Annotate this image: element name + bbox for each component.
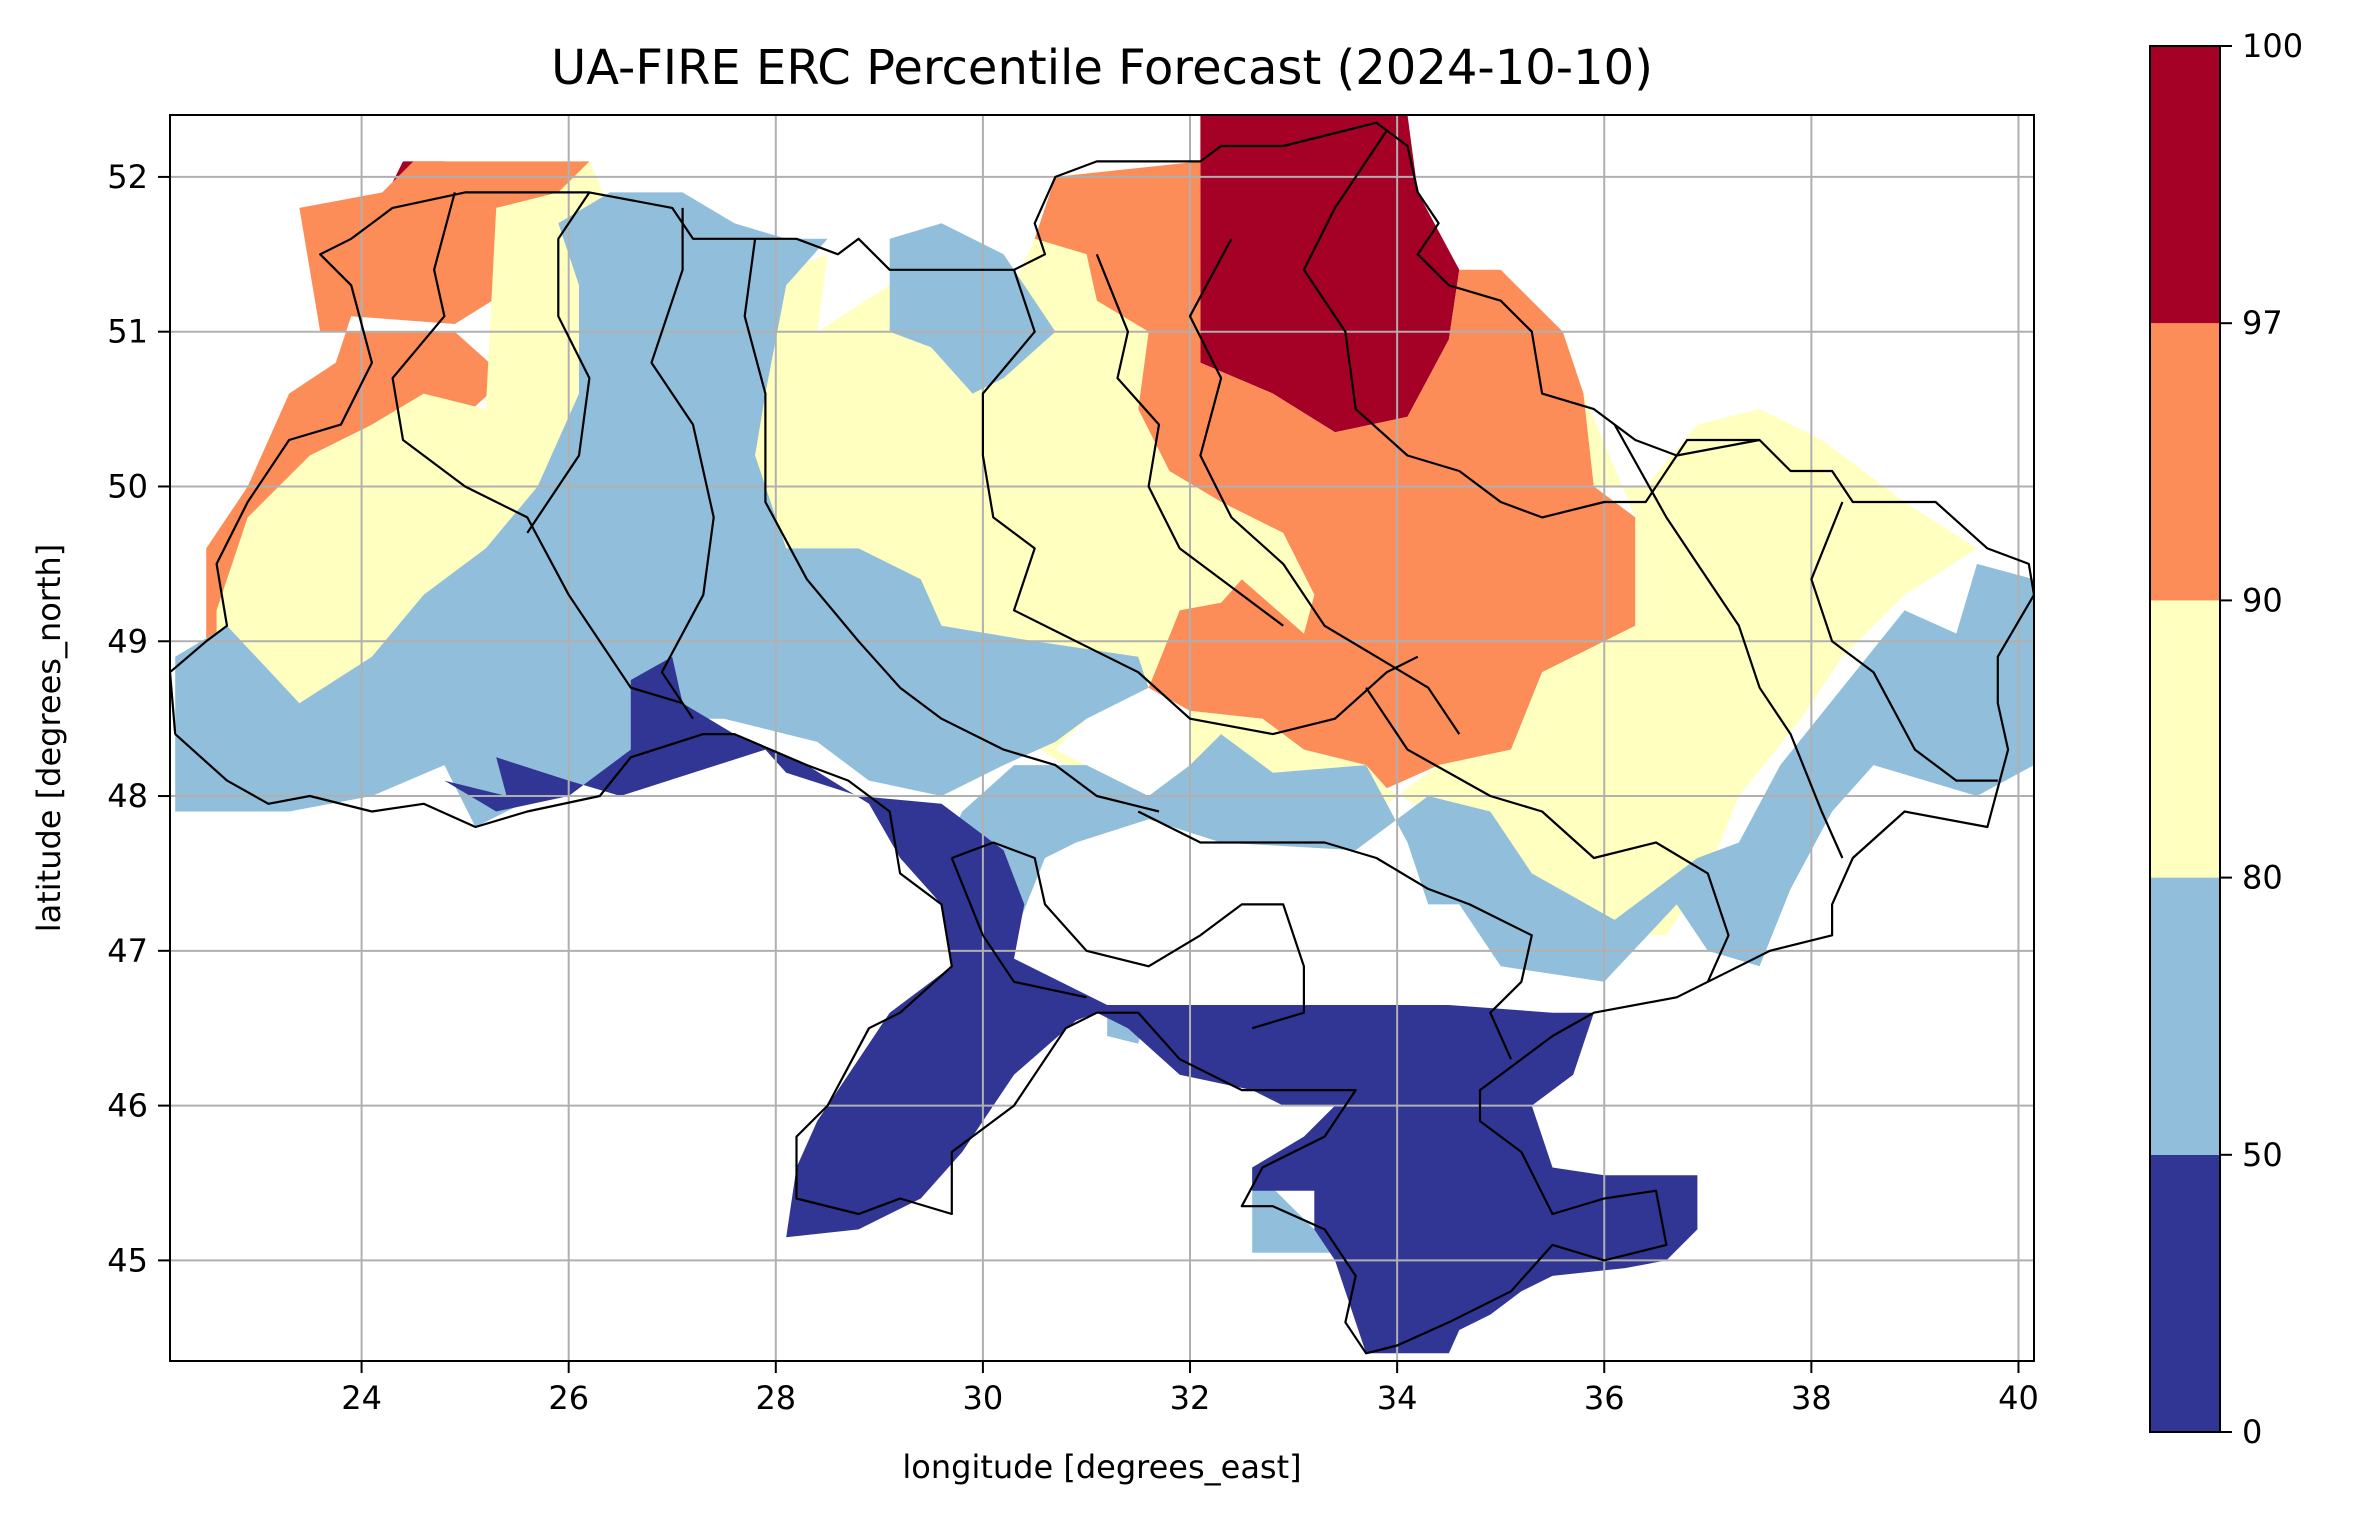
- boundary-line-6: [1095, 253, 1284, 627]
- boundary-line-1: [391, 192, 683, 705]
- colorbar-tick-label-90: 90: [2242, 581, 2283, 619]
- erc-region-90-97-4: [1034, 161, 1636, 789]
- x-axis-ticks: 24 26 28 30 32 34 36 38 40: [341, 1361, 2039, 1417]
- boundary-line-11: [1365, 687, 1730, 983]
- x-tick-label-32: 32: [1170, 1379, 1211, 1417]
- boundary-line-2: [526, 191, 591, 534]
- erc-region-50-80-6: [175, 192, 1149, 827]
- x-tick-label-36: 36: [1584, 1379, 1625, 1417]
- y-axis-ticks: 45 46 47 48 49 50 51 52: [107, 158, 170, 1279]
- erc-region-50-80-8: [889, 223, 1056, 394]
- erc-region-97-100-0: [1200, 115, 1460, 433]
- admin-boundaries: [170, 121, 2034, 1355]
- boundary-line-12: [1137, 810, 1533, 1060]
- colorbar-tick-label-97: 97: [2242, 304, 2283, 342]
- x-tick-label-34: 34: [1377, 1379, 1418, 1417]
- x-tick-label-26: 26: [548, 1379, 589, 1417]
- boundary-line-0: [170, 121, 2034, 1355]
- y-tick-label-46: 46: [107, 1087, 148, 1125]
- y-tick-label-49: 49: [107, 622, 148, 660]
- colorbar-bin-50-80: [2150, 877, 2220, 1155]
- y-axis-label: latitude [degrees_north]: [30, 544, 68, 933]
- x-tick-label-24: 24: [341, 1379, 382, 1417]
- colorbar-ticks: 0 50 80 90 97 100: [2220, 27, 2303, 1451]
- boundary-line-13: [951, 841, 1306, 1030]
- gridlines: [170, 115, 2034, 1361]
- boundary-line-8: [1302, 129, 1760, 519]
- boundary-line-4: [743, 238, 1160, 813]
- boundary-line-5: [981, 269, 1419, 736]
- y-tick-label-48: 48: [107, 777, 148, 815]
- erc-percentile-fields: [175, 115, 2034, 1354]
- colorbar-bin-90-97: [2150, 323, 2220, 601]
- boundary-line-7: [1188, 238, 1461, 735]
- colorbar: 0 50 80 90 97 100: [2149, 27, 2303, 1451]
- colorbar-bin-97-100: [2150, 46, 2220, 324]
- y-tick-label-45: 45: [107, 1241, 148, 1279]
- colorbar-bin-80-90: [2150, 600, 2220, 878]
- erc-region-0-50-11: [444, 656, 1698, 1354]
- x-tick-label-28: 28: [755, 1379, 796, 1417]
- y-tick-label-52: 52: [107, 158, 148, 196]
- y-tick-label-47: 47: [107, 932, 148, 970]
- colorbar-frame: [2149, 45, 2221, 1433]
- colorbar-bin-0-50: [2150, 1154, 2220, 1432]
- boundary-line-14: [950, 857, 1087, 999]
- y-tick-label-50: 50: [107, 467, 148, 505]
- colorbar-tick-label-50: 50: [2242, 1136, 2283, 1174]
- map-plot-area: [169, 114, 2035, 1362]
- x-tick-label-30: 30: [963, 1379, 1004, 1417]
- colorbar-tick-label-100: 100: [2242, 27, 2303, 65]
- colorbar-tick-label-80: 80: [2242, 859, 2283, 897]
- x-axis-label: longitude [degrees_east]: [902, 1448, 1301, 1486]
- boundary-line-10: [1810, 501, 1998, 782]
- erc-region-50-80-7: [941, 563, 2034, 982]
- y-tick-label-51: 51: [107, 313, 148, 351]
- colorbar-tick-label-0: 0: [2242, 1413, 2262, 1451]
- boundary-line-9: [1613, 424, 1844, 859]
- boundary-line-3: [650, 207, 715, 720]
- x-tick-label-38: 38: [1791, 1379, 1832, 1417]
- colorbar-bins: [2150, 46, 2220, 1432]
- chart-title: UA-FIRE ERC Percentile Forecast (2024-10…: [551, 40, 1653, 96]
- plot-frame: [169, 114, 2035, 1362]
- erc-region-80-90-5: [175, 161, 1978, 936]
- x-tick-label-40: 40: [1998, 1379, 2039, 1417]
